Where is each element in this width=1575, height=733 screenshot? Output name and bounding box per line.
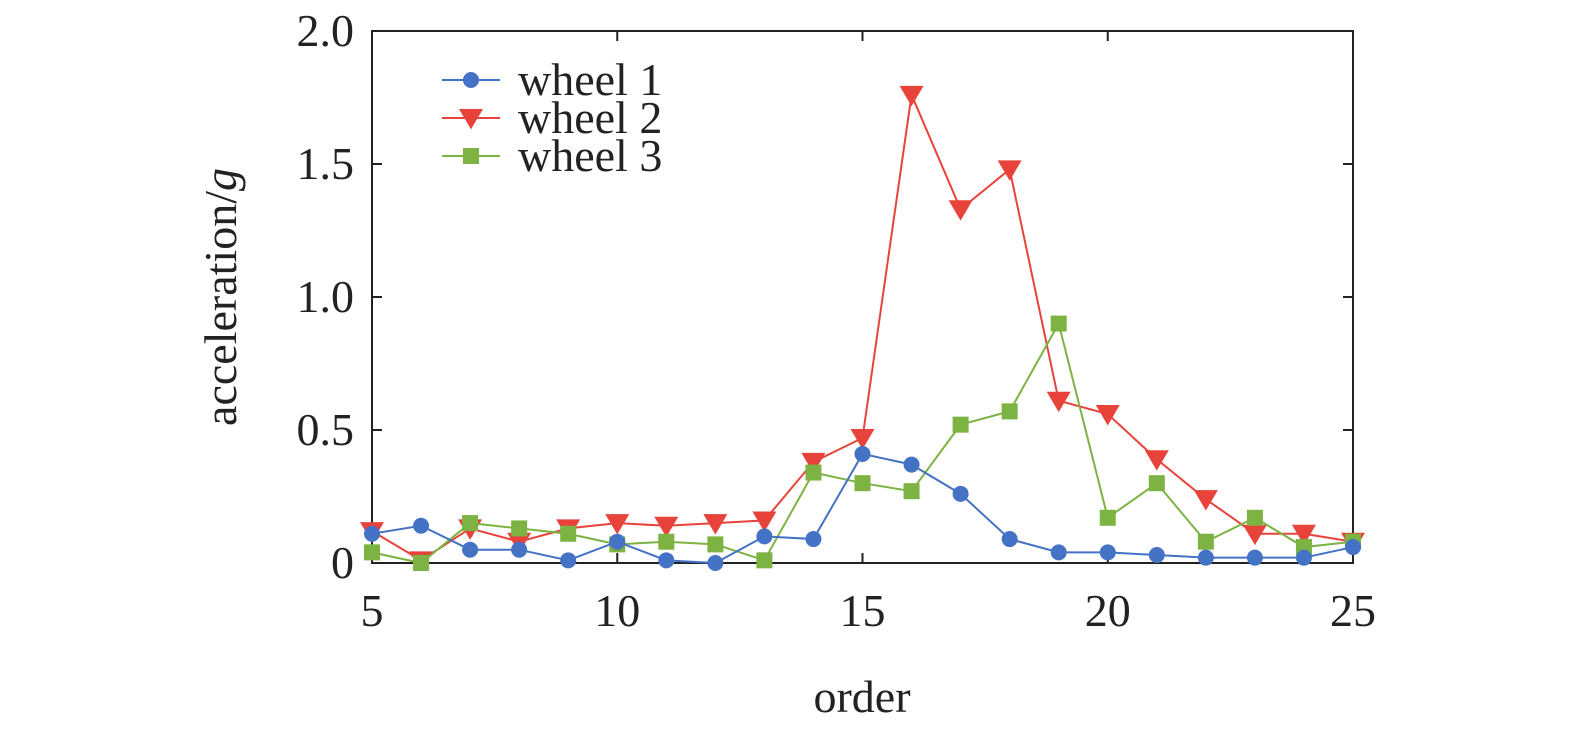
x-axis-ticks: 5 10 15 20 25 (361, 31, 1376, 636)
data-point (899, 85, 924, 107)
x-tick-label: 10 (594, 585, 640, 636)
data-point (605, 514, 630, 535)
x-axis-title: order (813, 671, 910, 722)
legend-label: wheel 1 (518, 54, 662, 105)
data-point (952, 485, 969, 502)
data-point (364, 544, 380, 561)
data-point (997, 160, 1022, 181)
legend-item-wheel-1: wheel 1 (442, 54, 662, 105)
data-point (413, 517, 430, 534)
data-point (654, 516, 679, 538)
data-point (413, 555, 430, 571)
y-tick-label: 1.0 (297, 271, 355, 322)
data-point (462, 541, 479, 558)
data-point (1148, 547, 1165, 564)
data-point (1001, 403, 1018, 420)
y-tick-label: 0.5 (297, 404, 355, 455)
data-point (1099, 509, 1116, 526)
data-point (1246, 509, 1263, 526)
legend-item-wheel-2: wheel 2 (442, 92, 662, 143)
data-point (703, 514, 728, 535)
x-tick-label: 20 (1085, 585, 1131, 636)
data-point (752, 511, 777, 532)
series-layer (360, 85, 1365, 572)
series-wheel-2 (360, 85, 1365, 572)
y-axis-title-italic: g (195, 168, 246, 191)
legend-marker (463, 72, 479, 88)
y-tick-label: 1.5 (297, 138, 355, 189)
data-point (658, 533, 675, 550)
data-point (364, 525, 380, 542)
y-tick-label: 0 (331, 537, 354, 588)
data-point (1144, 450, 1169, 471)
y-axis-title: acceleration/g (195, 168, 246, 426)
x-tick-label: 25 (1330, 585, 1376, 636)
data-point (1291, 524, 1316, 546)
data-point (462, 515, 479, 532)
data-point (560, 525, 577, 542)
data-point (948, 200, 973, 221)
data-point (707, 555, 724, 571)
data-point (801, 452, 826, 474)
data-point (1246, 549, 1263, 566)
data-point (854, 445, 871, 462)
data-point (1099, 544, 1116, 561)
series-wheel-1 (364, 445, 1361, 571)
x-tick-label: 15 (840, 585, 886, 636)
data-point (609, 533, 626, 550)
data-point (952, 416, 969, 433)
data-point (1050, 315, 1067, 332)
legend-marker (459, 109, 483, 130)
data-point (1193, 490, 1218, 511)
data-point (805, 531, 822, 548)
data-point (560, 552, 577, 569)
legend-item-wheel-3: wheel 3 (442, 130, 662, 181)
data-point (756, 552, 773, 569)
data-point (805, 464, 822, 481)
data-point (1095, 405, 1120, 426)
legend-marker (463, 148, 479, 164)
data-point (1295, 549, 1312, 566)
data-point (1197, 533, 1214, 550)
data-point (850, 428, 875, 450)
data-point (658, 552, 675, 569)
data-point (1050, 544, 1067, 561)
data-point (1001, 531, 1018, 548)
data-point (903, 456, 920, 473)
data-point (854, 475, 871, 492)
data-point (511, 541, 528, 558)
data-point (707, 536, 724, 553)
data-point (1197, 549, 1214, 566)
legend-label: wheel 2 (518, 92, 662, 143)
legend-label: wheel 3 (518, 130, 662, 181)
y-axis-title-main: acceleration/ (195, 191, 246, 426)
data-point (756, 528, 773, 545)
y-tick-label: 2.0 (297, 5, 355, 56)
data-point (1148, 475, 1165, 492)
data-point (1345, 539, 1361, 556)
data-point (1046, 391, 1071, 413)
y-axis-ticks: 0 0.5 1.0 1.5 2.0 (297, 5, 1353, 588)
data-point (511, 520, 528, 537)
data-point (903, 483, 920, 500)
data-point (1242, 524, 1267, 546)
x-tick-label: 5 (361, 585, 384, 636)
